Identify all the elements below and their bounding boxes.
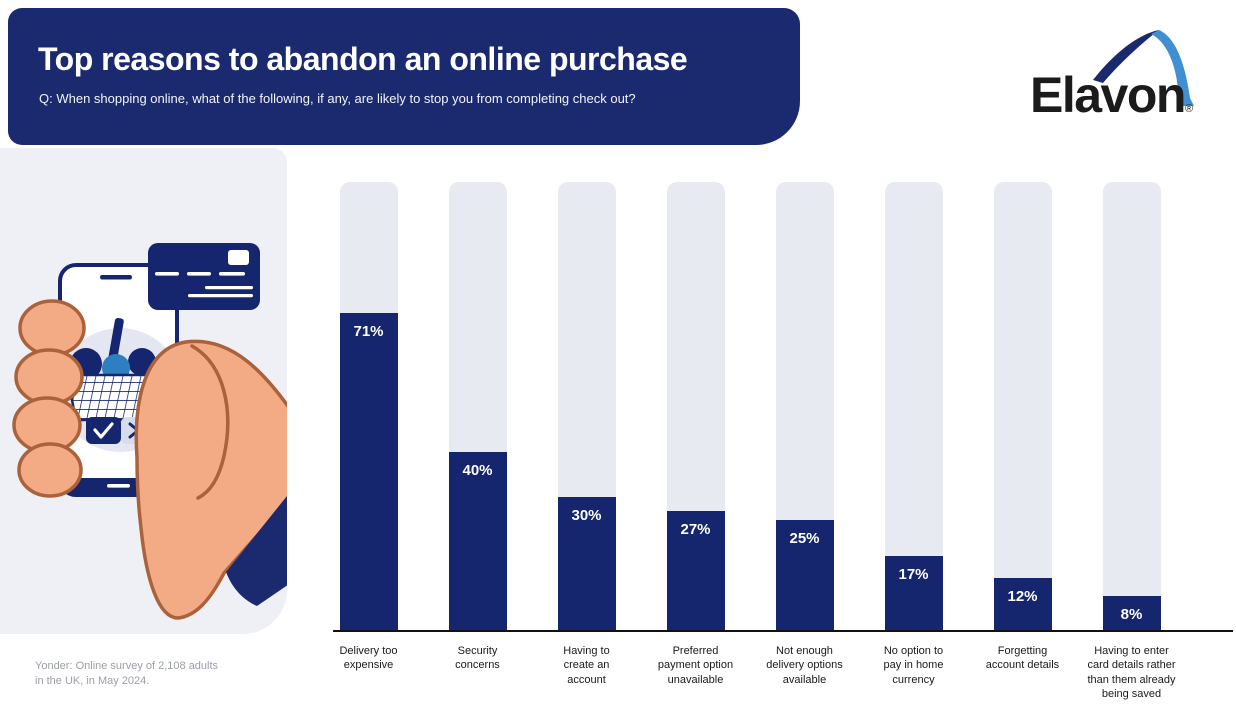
bar-fill: 12% [993,578,1052,632]
bar-fill: 27% [666,510,725,632]
bar-track: 30% [557,182,616,632]
bar-chart: 71% 40% 30% 27% 25% 17% 12% 8% [314,182,1186,632]
category-label: Delivery too expensive [339,645,398,672]
bar-value-label: 25% [789,529,820,547]
source-note: Yonder: Online survey of 2,108 adults in… [35,659,218,689]
phone-icon [58,263,179,497]
elavon-logo: Elavon® [1026,28,1221,124]
bar-track: 8% [1102,182,1161,632]
bar-labels: Delivery too expensive Security concerns H… [314,644,1186,701]
bar-column: 8% [1077,182,1186,632]
bar-track: 27% [666,182,725,632]
bar-track: 40% [448,182,507,632]
bar-value-label: 27% [680,520,711,538]
bar-fill: 8% [1102,596,1161,632]
bar-track: 17% [884,182,943,632]
category-label: Forgetting account details [985,645,1060,672]
bar-column: 27% [641,182,750,632]
bar-fill: 17% [884,555,943,632]
registered-mark: ® [1184,103,1194,115]
bar-column: 71% [314,182,423,632]
bar-track: 12% [993,182,1052,632]
sleeve [226,495,287,606]
category-label: Having to create an account [563,645,610,686]
source-line-1: Yonder: Online survey of 2,108 adults [35,660,219,672]
bar-value-label: 8% [1120,606,1143,623]
category-label: Not enough delivery options available [766,645,843,686]
bar-value-label: 12% [1007,588,1038,605]
bar-value-label: 71% [353,322,384,340]
survey-question: Q: When shopping online, what of the fol… [39,91,636,106]
bar-column: 40% [423,182,532,632]
bar-column: 25% [750,182,859,632]
bar-fill: 71% [339,312,398,632]
source-line-2: in the UK, in May 2024. [35,674,150,687]
bar-column: 17% [859,182,968,632]
hand-phone-illustration [12,243,287,620]
elavon-swoosh-icon [1093,30,1194,106]
category-label: No option to pay in home currency [883,645,944,686]
elavon-wordmark: Elavon® [1030,67,1194,123]
bar-fill: 40% [448,452,507,632]
bar-fill: 25% [775,519,834,632]
category-label: Security concerns [455,645,500,672]
credit-card-icon [148,243,260,310]
bar-column: 30% [532,182,641,632]
bar-value-label: 17% [898,565,929,583]
page-title: Top reasons to abandon an online purchas… [38,41,688,77]
category-label: Having to enter card details rather than… [1087,645,1176,700]
checkmark-icon [86,417,121,444]
bar-value-label: 30% [571,507,602,524]
bar-value-label: 40% [462,462,493,479]
header-banner: Top reasons to abandon an online purchas… [8,8,800,145]
bar-track: 71% [339,182,398,632]
bar-track: 25% [775,182,834,632]
bar-fill: 30% [557,497,616,632]
phone-illustration-panel [0,148,287,634]
hand-icon [12,299,287,620]
x-axis-line [333,630,1233,632]
bar-column: 12% [968,182,1077,632]
category-label: Preferred payment option unavailable [657,645,734,686]
